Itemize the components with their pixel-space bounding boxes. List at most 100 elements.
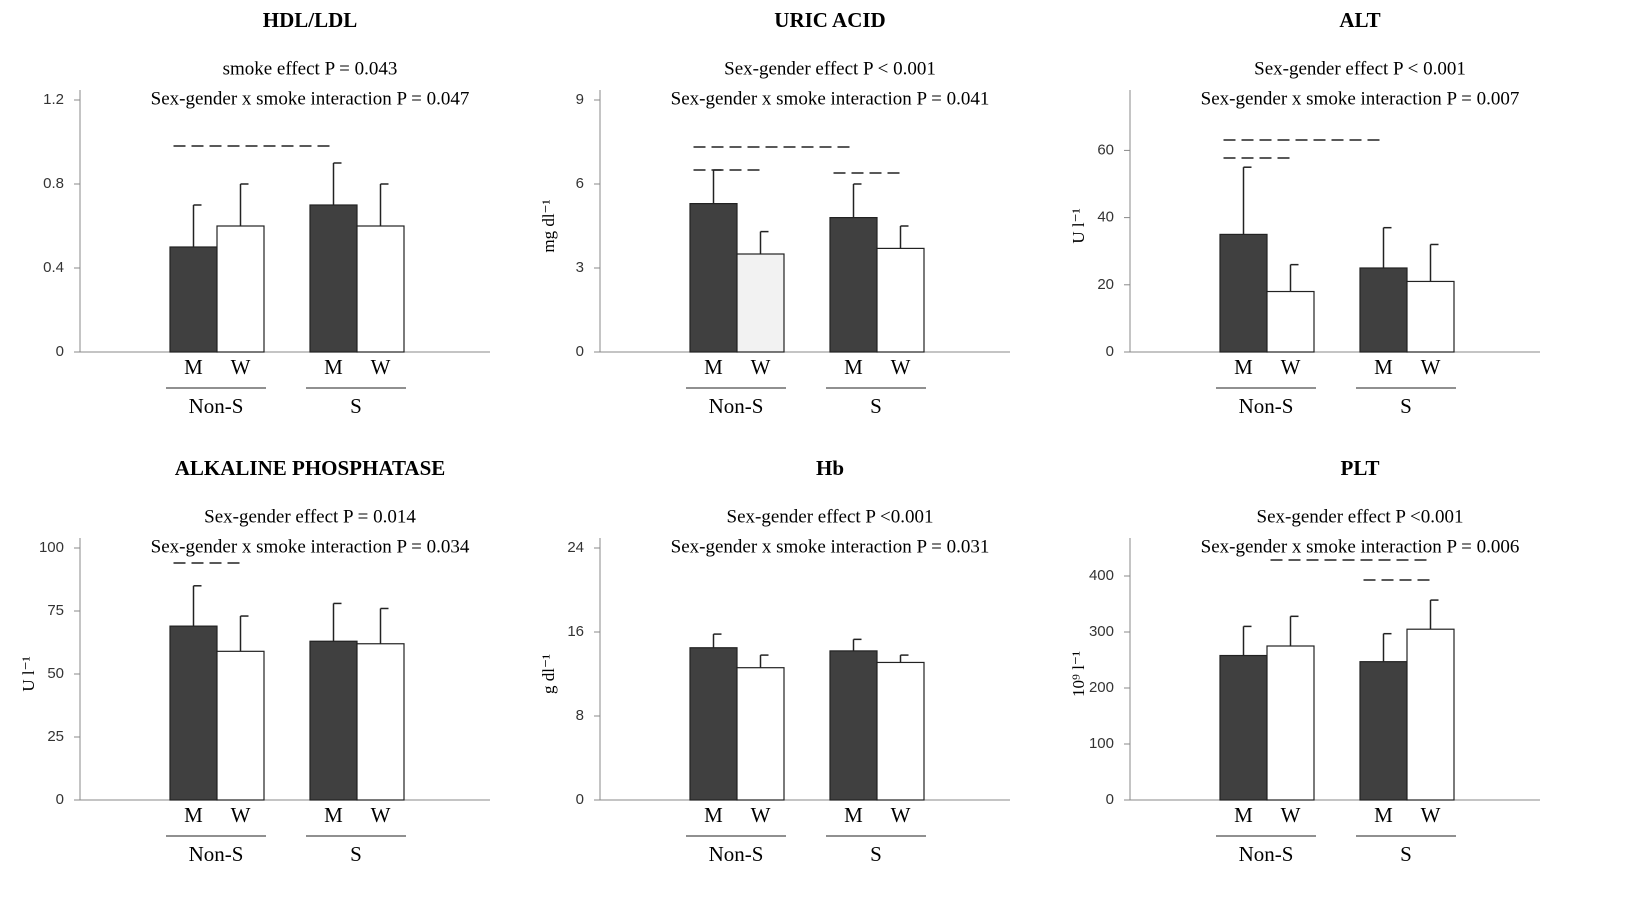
chart-title: HDL/LDL (263, 8, 358, 32)
y-axis-label: g dl⁻¹ (539, 654, 558, 694)
y-tick-label: 0 (56, 791, 64, 808)
y-tick-label: 60 (1097, 141, 1114, 158)
y-tick-label: 1.2 (43, 91, 64, 108)
group-label: Non-S (189, 842, 244, 866)
chart-title: ALKALINE PHOSPHATASE (175, 456, 446, 480)
y-axis-label: mg dl⁻¹ (539, 199, 558, 252)
x-tick-label: W (1421, 803, 1441, 827)
y-tick-label: 25 (47, 728, 64, 745)
x-tick-label: M (1374, 355, 1393, 379)
x-tick-label: W (1281, 803, 1301, 827)
chart-title: PLT (1341, 456, 1380, 480)
y-tick-label: 0 (1106, 343, 1114, 360)
y-tick-label: 100 (1089, 735, 1114, 752)
group-label: S (1400, 842, 1412, 866)
bar (1266, 645, 1315, 801)
bar (689, 203, 738, 353)
annotation: Sex-gender x smoke interaction P = 0.041 (671, 88, 990, 109)
x-tick-label: W (751, 803, 771, 827)
chart-title: ALT (1339, 8, 1380, 32)
y-tick-label: 6 (576, 175, 584, 192)
y-axis-label: 10⁹ l⁻¹ (1069, 651, 1088, 697)
bar (356, 643, 405, 801)
y-tick-label: 16 (567, 623, 584, 640)
bar (736, 667, 785, 801)
group-label: Non-S (189, 394, 244, 418)
bar (216, 650, 265, 801)
x-tick-label: W (1421, 355, 1441, 379)
chart-panel: HDL/LDL smoke effect P = 0.043 Sex-gender … (43, 8, 490, 418)
y-tick-label: 20 (1097, 276, 1114, 293)
y-tick-label: 100 (39, 539, 64, 556)
group-label: Non-S (1239, 394, 1294, 418)
x-tick-label: W (891, 355, 911, 379)
y-tick-label: 0 (56, 343, 64, 360)
x-tick-label: M (1374, 803, 1393, 827)
annotation: smoke effect P = 0.043 (223, 58, 398, 79)
y-tick-label: 300 (1089, 623, 1114, 640)
x-tick-label: W (371, 355, 391, 379)
chart-panel: PLT Sex-gender effect P <0.001 Sex-gender … (1069, 456, 1540, 866)
group-label: S (350, 394, 362, 418)
group-label: Non-S (1239, 842, 1294, 866)
y-tick-label: 24 (567, 539, 584, 556)
bar (356, 225, 405, 353)
annotation: Sex-gender effect P <0.001 (1257, 506, 1464, 527)
annotation: Sex-gender effect P <0.001 (727, 506, 934, 527)
annotation: Sex-gender x smoke interaction P = 0.006 (1201, 536, 1520, 557)
annotation: Sex-gender x smoke interaction P = 0.007 (1201, 88, 1520, 109)
x-tick-label: M (184, 803, 203, 827)
group-label: Non-S (709, 394, 764, 418)
x-tick-label: W (751, 355, 771, 379)
x-tick-label: W (891, 803, 911, 827)
bar (1219, 233, 1268, 353)
x-tick-label: M (1234, 355, 1253, 379)
x-tick-label: W (231, 355, 251, 379)
bar (829, 650, 878, 801)
y-tick-label: 8 (576, 707, 584, 724)
bar (1406, 628, 1455, 801)
y-tick-label: 9 (576, 91, 584, 108)
x-tick-label: M (844, 355, 863, 379)
annotation: Sex-gender x smoke interaction P = 0.047 (151, 88, 470, 109)
y-axis-label: U l⁻¹ (19, 656, 38, 691)
annotation: Sex-gender x smoke interaction P = 0.031 (671, 536, 990, 557)
bar (1266, 290, 1315, 353)
group-label: S (1400, 394, 1412, 418)
x-tick-label: M (324, 355, 343, 379)
y-tick-label: 200 (1089, 679, 1114, 696)
x-tick-label: W (231, 803, 251, 827)
annotation: Sex-gender x smoke interaction P = 0.034 (151, 536, 470, 557)
bar (876, 247, 925, 353)
bar (309, 204, 358, 353)
bar (309, 640, 358, 801)
group-label: S (350, 842, 362, 866)
bar (829, 217, 878, 353)
y-axis-label: U l⁻¹ (1069, 208, 1088, 243)
bar (1359, 661, 1408, 801)
chart-panel: URIC ACID Sex-gender effect P < 0.001 Sex-… (539, 8, 1010, 418)
bar (736, 253, 785, 353)
x-tick-label: W (371, 803, 391, 827)
x-tick-label: M (1234, 803, 1253, 827)
chart-panel: ALT Sex-gender effect P < 0.001 Sex-gender… (1069, 8, 1540, 418)
bar (876, 661, 925, 801)
x-tick-label: M (704, 355, 723, 379)
annotation: Sex-gender effect P < 0.001 (1254, 58, 1466, 79)
x-tick-label: W (1281, 355, 1301, 379)
chart-panel: ALKALINE PHOSPHATASE Sex-gender effect P … (19, 456, 490, 866)
chart-panel: Hb Sex-gender effect P <0.001 Sex-gender x… (539, 456, 1010, 866)
bar (216, 225, 265, 353)
group-label: S (870, 394, 882, 418)
y-tick-label: 0.4 (43, 259, 64, 276)
bar (169, 246, 218, 353)
bar (1406, 280, 1455, 353)
chart-title: URIC ACID (774, 8, 885, 32)
group-label: Non-S (709, 842, 764, 866)
y-tick-label: 0 (576, 791, 584, 808)
x-tick-label: M (324, 803, 343, 827)
y-tick-label: 75 (47, 602, 64, 619)
y-tick-label: 0.8 (43, 175, 64, 192)
